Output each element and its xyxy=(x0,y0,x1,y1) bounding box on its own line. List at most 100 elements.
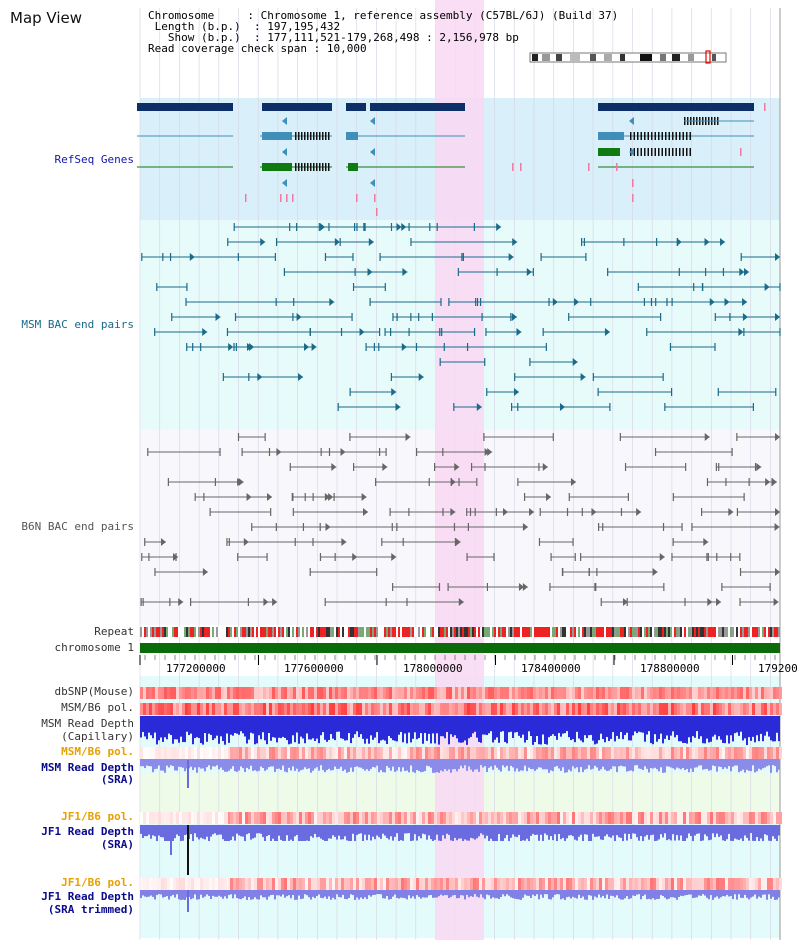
chromosome-bar[interactable] xyxy=(140,643,780,653)
depth-bar xyxy=(286,890,288,897)
depth-bar xyxy=(404,890,406,899)
heat-cell xyxy=(425,747,428,759)
depth-bar xyxy=(378,716,380,744)
depth-bar xyxy=(774,716,776,742)
depth-bar xyxy=(646,890,648,900)
heat-cell xyxy=(737,747,740,759)
depth-bar xyxy=(292,759,294,767)
depth-bar xyxy=(676,716,678,736)
depth-bar xyxy=(392,716,394,741)
gene-exon xyxy=(298,163,300,171)
heat-cell xyxy=(377,747,380,759)
depth-bar xyxy=(776,716,778,733)
repeat-segment xyxy=(430,627,432,637)
repeat-segment xyxy=(540,627,542,637)
heat-cell xyxy=(500,878,503,890)
heat-cell xyxy=(548,878,551,890)
repeat-segment xyxy=(762,627,764,637)
depth-bar xyxy=(750,890,752,898)
depth-bar xyxy=(640,890,642,900)
heat-cell xyxy=(497,747,500,759)
axis-ticks xyxy=(139,655,776,665)
depth-bar xyxy=(420,890,422,899)
heat-cell xyxy=(317,812,320,824)
heat-cell xyxy=(722,878,725,890)
depth-bar xyxy=(772,890,774,897)
heat-cell xyxy=(647,747,650,759)
b6n-bac-track[interactable] xyxy=(140,433,780,606)
depth-bar xyxy=(646,759,648,769)
heat-cell xyxy=(629,687,632,699)
heat-cell xyxy=(674,878,677,890)
heat-cell xyxy=(323,703,326,715)
heat-cell xyxy=(239,703,242,715)
depth-bar xyxy=(516,890,518,900)
repeat-segment xyxy=(332,627,334,637)
bac-arrow xyxy=(775,253,780,261)
heat-cell xyxy=(275,878,278,890)
depth-bar xyxy=(380,890,382,895)
heat-cell xyxy=(575,687,578,699)
bac-arrow xyxy=(775,508,780,516)
repeat-segment xyxy=(478,627,480,637)
axis-tick-label: 178800000 xyxy=(640,662,700,675)
heat-cell xyxy=(416,687,419,699)
track-label-msm-bac[interactable]: MSM BAC end pairs xyxy=(21,318,134,331)
depth-bar xyxy=(174,716,176,740)
depth-bar xyxy=(554,890,556,895)
polymorphism-heat-tracks[interactable] xyxy=(140,687,782,890)
depth-bar xyxy=(278,716,280,738)
depth-bar xyxy=(734,890,736,895)
heat-cell xyxy=(542,812,545,824)
track-label-b6n-bac[interactable]: B6N BAC end pairs xyxy=(21,520,134,533)
depth-bar xyxy=(346,759,348,773)
depth-bar xyxy=(460,759,462,766)
depth-bar xyxy=(382,825,384,834)
repeat-segment xyxy=(326,627,328,637)
depth-bar xyxy=(750,825,752,834)
repeat-segment xyxy=(268,627,270,637)
depth-bar xyxy=(734,716,736,734)
repeat-segment xyxy=(626,627,628,637)
repeat-track[interactable] xyxy=(140,627,780,637)
bac-arrow xyxy=(368,238,374,246)
depth-bar xyxy=(222,716,224,742)
depth-bar xyxy=(224,716,226,745)
heat-cell xyxy=(308,878,311,890)
depth-bar xyxy=(380,759,382,771)
heat-cell xyxy=(398,687,401,699)
heat-cell xyxy=(290,687,293,699)
heat-cell xyxy=(464,747,467,759)
depth-bar xyxy=(600,825,602,840)
depth-bar xyxy=(508,759,510,771)
refseq-gene-track[interactable] xyxy=(137,103,766,216)
ideogram-band xyxy=(660,54,666,61)
track-label-refseq[interactable]: RefSeq Genes xyxy=(54,153,134,166)
heat-cell xyxy=(332,747,335,759)
heat-cell xyxy=(338,747,341,759)
axis-tick-label: 178400000 xyxy=(521,662,581,675)
heat-cell xyxy=(203,703,206,715)
depth-bar xyxy=(534,890,536,897)
depth-bar xyxy=(678,716,680,742)
heat-cell xyxy=(497,878,500,890)
repeat-segment xyxy=(194,627,196,637)
chromosome-ideogram[interactable] xyxy=(529,50,727,64)
msm-bac-track[interactable] xyxy=(141,223,781,411)
depth-bar xyxy=(170,716,172,736)
heat-cell xyxy=(731,703,734,715)
depth-bar xyxy=(140,716,142,738)
depth-bar xyxy=(484,759,486,767)
depth-bar xyxy=(544,759,546,770)
heat-cell xyxy=(149,703,152,715)
selected-region-highlight[interactable] xyxy=(435,0,484,940)
depth-bar xyxy=(356,759,358,767)
repeat-segment xyxy=(352,627,354,637)
depth-bar xyxy=(552,825,554,841)
read-depth-tracks[interactable] xyxy=(140,716,780,912)
heat-cell xyxy=(335,878,338,890)
depth-bar xyxy=(448,759,450,770)
heat-cell xyxy=(497,703,500,715)
heat-cell xyxy=(716,812,719,824)
depth-bar xyxy=(368,716,370,744)
